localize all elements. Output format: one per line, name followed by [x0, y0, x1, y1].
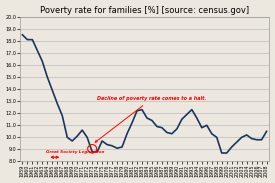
Text: Great Society Legislation: Great Society Legislation	[46, 150, 104, 154]
Title: Poverty rate for families [%] [source: census.gov]: Poverty rate for families [%] [source: c…	[40, 5, 249, 15]
Text: Decline of poverty rate comes to a halt.: Decline of poverty rate comes to a halt.	[95, 96, 207, 142]
